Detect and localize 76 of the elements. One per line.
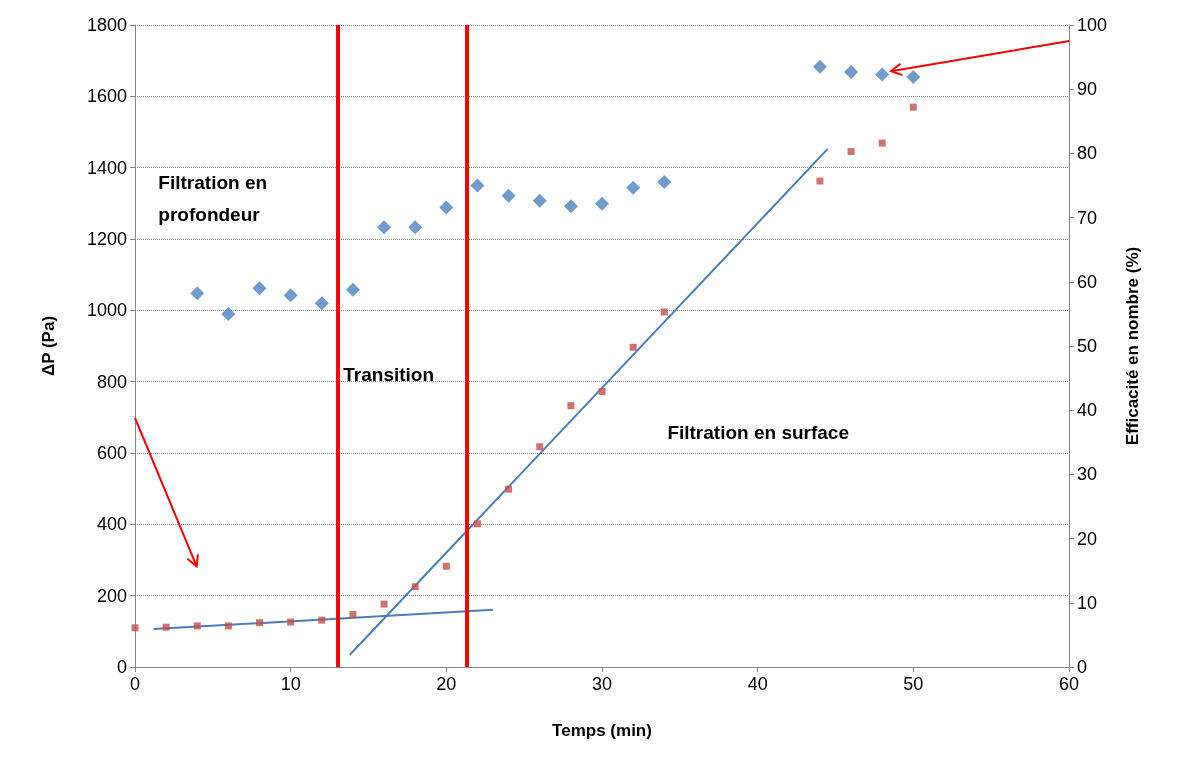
x-tick-label: 40	[747, 674, 768, 694]
point	[193, 622, 201, 630]
point	[909, 103, 917, 111]
x-tick-label: 50	[903, 674, 924, 694]
point	[629, 343, 637, 351]
point	[442, 562, 450, 570]
point	[906, 70, 921, 85]
y2-tick-label: 30	[1077, 464, 1098, 485]
x-tick-label: 30	[591, 674, 613, 694]
point	[563, 199, 578, 214]
point	[878, 139, 886, 147]
y-tick-label: 400	[96, 514, 127, 535]
point	[875, 67, 890, 82]
point	[470, 178, 485, 193]
annotation: Transition	[343, 364, 435, 386]
y-tick-label: 1400	[86, 157, 127, 178]
y2-tick-label: 0	[1077, 657, 1088, 677]
point	[221, 306, 236, 321]
point	[660, 308, 668, 316]
point	[345, 282, 360, 297]
point	[536, 443, 544, 451]
point	[567, 402, 575, 410]
point	[844, 65, 859, 80]
point	[816, 177, 824, 185]
y2-tick-label: 50	[1077, 336, 1098, 356]
y-tick-label: 1800	[86, 15, 127, 35]
x-tick-label: 0	[129, 674, 141, 694]
y-tick-label: 1600	[86, 86, 127, 107]
point	[283, 288, 298, 303]
point	[626, 180, 641, 195]
point	[314, 296, 329, 311]
point	[812, 59, 827, 74]
point	[131, 624, 139, 632]
point	[287, 618, 295, 626]
point	[473, 520, 481, 528]
point	[501, 188, 516, 203]
point	[252, 281, 267, 296]
point	[318, 616, 326, 624]
y-tick-label: 1000	[86, 300, 127, 321]
point	[505, 485, 513, 493]
annotation: Filtration en profondeur	[158, 171, 268, 225]
point	[598, 388, 606, 396]
x-tick-label: 10	[280, 674, 301, 694]
y2-tick-label: 70	[1077, 207, 1098, 228]
y-tick-label: 800	[96, 371, 127, 392]
point	[657, 174, 672, 189]
y2-axis-title: Efficacité en nombre (%)	[1123, 246, 1142, 446]
y-tick-label: 1200	[86, 229, 127, 249]
y2-tick-label: 10	[1077, 592, 1098, 613]
point	[595, 196, 609, 211]
x-axis-title: Temps (min)	[552, 721, 652, 740]
point	[532, 193, 547, 208]
point	[256, 619, 264, 627]
y2-tick-label: 20	[1077, 528, 1098, 549]
point	[162, 623, 170, 631]
y-tick-label: 600	[96, 443, 127, 463]
y2-tick-label: 100	[1077, 15, 1108, 35]
point	[380, 600, 388, 608]
y-axis-title: ΔP (Pa)	[39, 315, 58, 377]
y2-tick-label: 60	[1077, 271, 1098, 292]
y2-tick-label: 80	[1077, 143, 1098, 164]
point	[377, 220, 392, 235]
y2-tick-label: 90	[1077, 79, 1098, 100]
y2-tick-label: 40	[1077, 400, 1098, 421]
point	[190, 286, 205, 301]
x-tick-label: 60	[1058, 674, 1080, 694]
y-tick-label: 200	[96, 585, 127, 606]
point	[847, 147, 855, 155]
point	[349, 610, 357, 618]
x-tick-label: 20	[436, 674, 457, 694]
y-tick-label: 0	[116, 657, 127, 677]
point	[439, 200, 454, 215]
annotation: Filtration en surface	[667, 422, 849, 444]
point	[411, 583, 419, 591]
point	[408, 220, 423, 235]
point	[224, 622, 232, 630]
